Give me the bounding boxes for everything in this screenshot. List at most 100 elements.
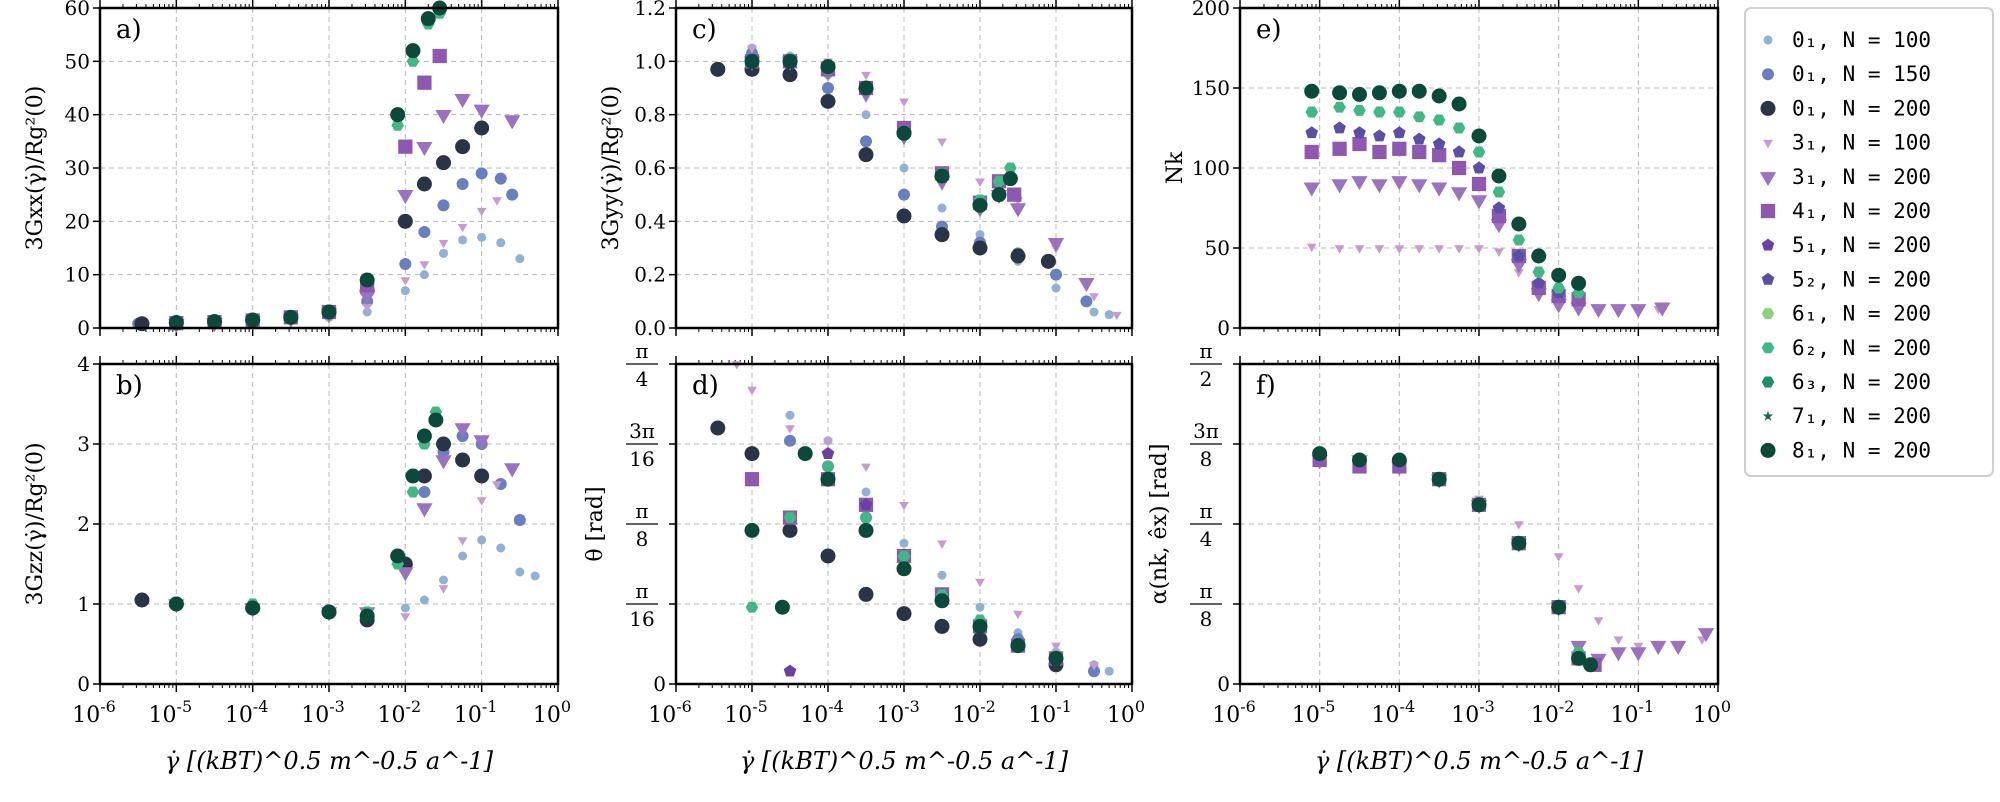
data-point <box>456 178 469 190</box>
data-point <box>1471 176 1487 192</box>
x-tick-label: 100 <box>533 697 571 728</box>
x-tick-label: 10-3 <box>301 697 345 728</box>
data-point <box>1571 275 1587 291</box>
data-point <box>1451 160 1467 176</box>
data-point <box>1104 666 1114 676</box>
y-tick-label-den: 16 <box>629 607 654 631</box>
data-point <box>1078 277 1095 293</box>
data-point <box>405 468 421 484</box>
data-point <box>457 223 468 233</box>
y-axis-label: 3Gyy(γ̇)/Rg²(0) <box>599 86 624 251</box>
data-point <box>1394 245 1405 254</box>
data-point <box>168 596 184 612</box>
data-point <box>899 501 909 511</box>
data-point <box>1512 234 1526 246</box>
data-point <box>797 446 813 462</box>
data-point <box>420 11 436 27</box>
data-point <box>1551 599 1567 615</box>
data-point <box>1654 302 1671 317</box>
data-point <box>784 434 796 447</box>
data-point <box>496 238 506 248</box>
data-point <box>1553 553 1564 562</box>
data-point <box>436 436 451 452</box>
data-point <box>283 309 299 325</box>
data-point <box>1512 249 1526 262</box>
data-point <box>515 567 525 577</box>
data-point <box>934 618 950 634</box>
data-point <box>419 595 429 605</box>
data-point <box>782 522 798 538</box>
x-tick-label: 10-1 <box>1611 697 1655 728</box>
y-axis-label: 3Gzz(γ̇)/Rg²(0) <box>23 442 48 605</box>
data-point <box>820 93 836 109</box>
y-axis-label: 3Gxx(γ̇)/Rg²(0) <box>23 86 48 251</box>
x-tick-label: 10-2 <box>378 697 422 728</box>
panel-label: c) <box>692 15 717 45</box>
data-point <box>321 304 337 320</box>
legend-marker <box>1760 203 1776 219</box>
data-point <box>820 548 836 564</box>
y-tick-label: 0 <box>1217 316 1230 340</box>
data-point <box>1583 657 1599 673</box>
data-point <box>1392 141 1407 156</box>
data-point <box>899 98 909 107</box>
x-tick-label: 10-4 <box>1372 697 1416 728</box>
data-point <box>496 543 506 553</box>
data-point <box>474 120 490 136</box>
data-point <box>1590 304 1607 319</box>
data-point <box>1470 195 1488 210</box>
data-point <box>134 592 150 608</box>
y-tick-label: 0.2 <box>634 263 666 287</box>
data-point <box>937 138 947 147</box>
data-point <box>1332 85 1348 101</box>
data-point <box>419 261 430 270</box>
legend-marker <box>1761 342 1775 354</box>
data-point <box>1305 126 1318 139</box>
data-point <box>1551 267 1567 283</box>
data-point <box>513 514 526 526</box>
legend-label: 4₁, N = 200 <box>1792 199 1931 223</box>
legend-marker <box>1761 308 1775 320</box>
data-point <box>1333 101 1346 113</box>
data-point <box>1471 128 1487 144</box>
data-point <box>359 291 376 306</box>
data-point <box>406 486 420 498</box>
panel-label: b) <box>116 371 143 401</box>
data-point <box>1089 307 1099 317</box>
data-point <box>1630 647 1647 662</box>
data-point <box>476 497 487 506</box>
data-point <box>418 486 431 498</box>
data-point <box>1373 129 1386 142</box>
data-point <box>1492 186 1506 198</box>
data-point <box>1393 106 1406 118</box>
data-point <box>972 197 988 213</box>
data-point <box>1104 310 1114 320</box>
plot-frame <box>674 362 1134 686</box>
data-point <box>494 172 507 185</box>
data-point <box>1080 295 1093 308</box>
data-point <box>745 601 759 613</box>
data-point <box>1670 640 1687 655</box>
data-point <box>820 471 836 487</box>
data-point <box>492 197 502 206</box>
data-point <box>1354 245 1365 254</box>
data-point <box>975 578 985 588</box>
data-point <box>1373 106 1386 118</box>
data-point <box>731 361 742 370</box>
legend-marker <box>1762 410 1774 421</box>
y-tick-label-den: 16 <box>629 447 654 471</box>
plot-frame <box>1238 6 1720 330</box>
data-point <box>1352 452 1367 468</box>
x-axis-label: γ̇ [(kBT)^0.5 m^-0.5 a^-1] <box>740 747 1069 775</box>
legend-marker <box>1761 272 1775 285</box>
data-point <box>1633 642 1644 652</box>
data-point <box>1371 179 1388 194</box>
data-point <box>1004 162 1017 174</box>
data-point <box>1048 650 1064 666</box>
y-tick-label-den: 4 <box>636 367 649 391</box>
panel-e: 0 50 100 150 200 Nk e) <box>1163 0 1720 340</box>
legend-label: 0₁, N = 100 <box>1792 28 1931 52</box>
legend-label: 0₁, N = 150 <box>1792 62 1931 86</box>
y-tick-label: 2 <box>77 512 90 536</box>
data-point <box>359 272 375 288</box>
